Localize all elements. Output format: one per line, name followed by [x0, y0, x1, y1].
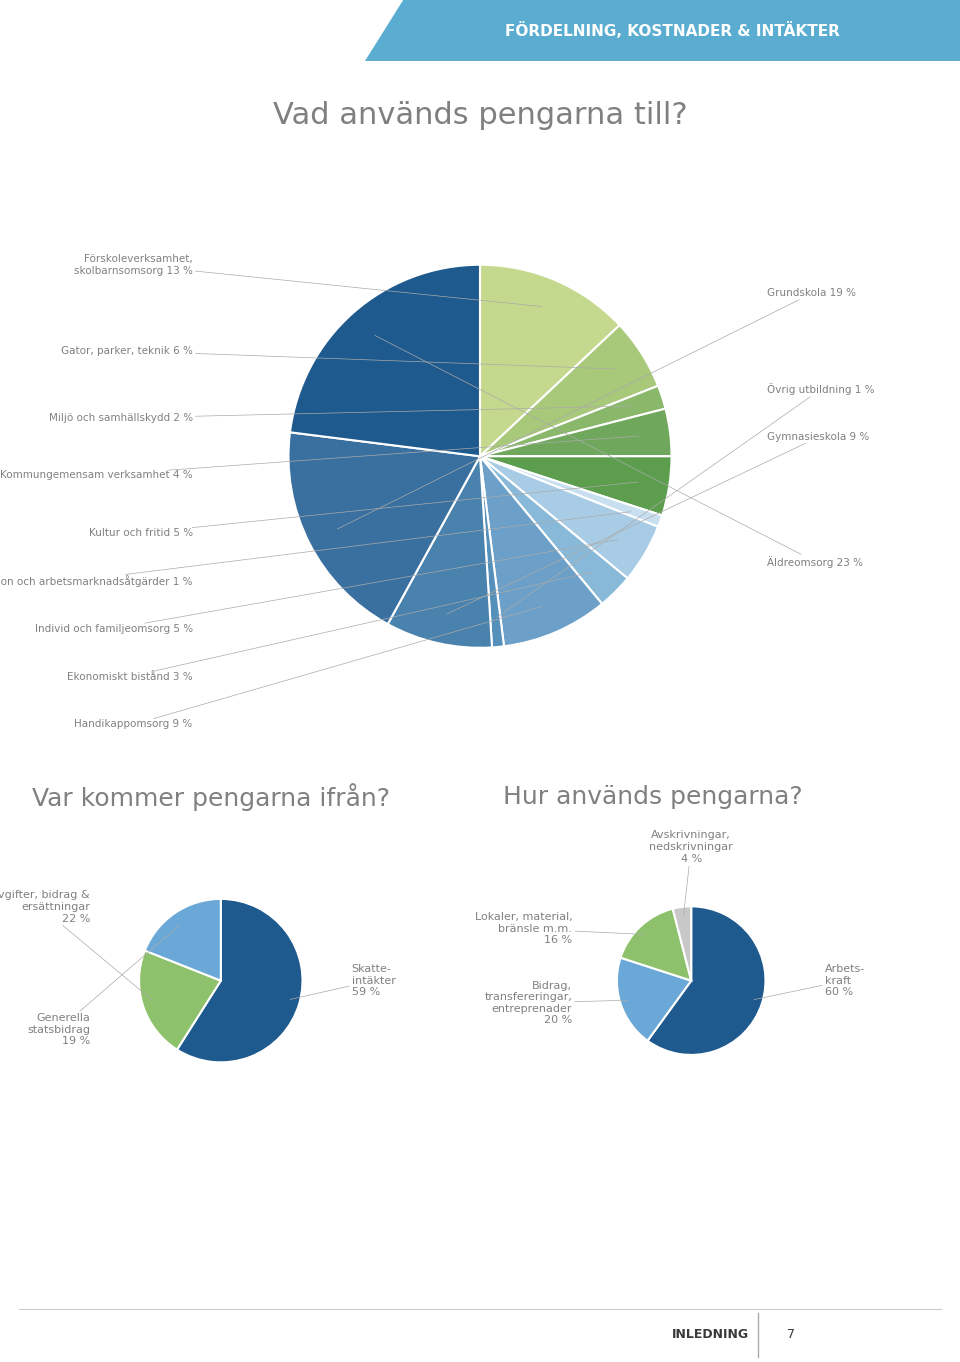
- Text: Integration och arbetsmarknadsåtgärder 1 %: Integration och arbetsmarknadsåtgärder 1…: [0, 512, 631, 587]
- Text: Kultur och fritid 5 %: Kultur och fritid 5 %: [88, 482, 638, 538]
- Text: Lokaler, material,
bränsle m.m.
16 %: Lokaler, material, bränsle m.m. 16 %: [474, 913, 645, 945]
- Text: Individ och familjeomsorg 5 %: Individ och familjeomsorg 5 %: [35, 539, 617, 633]
- Text: Förskoleverksamhet,
skolbarnsomsorg 13 %: Förskoleverksamhet, skolbarnsomsorg 13 %: [74, 253, 541, 306]
- Wedge shape: [648, 906, 765, 1056]
- Text: 7: 7: [787, 1328, 795, 1342]
- Text: Gator, parker, teknik 6 %: Gator, parker, teknik 6 %: [60, 346, 614, 369]
- Text: Generella
statsbidrag
19 %: Generella statsbidrag 19 %: [27, 925, 180, 1046]
- Wedge shape: [480, 456, 659, 579]
- Wedge shape: [139, 951, 221, 1050]
- Text: INLEDNING: INLEDNING: [672, 1328, 749, 1342]
- Text: Handikappomsorg 9 %: Handikappomsorg 9 %: [75, 606, 542, 730]
- Wedge shape: [480, 456, 628, 603]
- Text: Skatte-
intäkter
59 %: Skatte- intäkter 59 %: [290, 964, 396, 1000]
- Wedge shape: [673, 906, 691, 981]
- Polygon shape: [365, 0, 960, 61]
- Wedge shape: [480, 409, 672, 456]
- Wedge shape: [480, 456, 662, 527]
- Text: Kommungemensam verksamhet 4 %: Kommungemensam verksamhet 4 %: [0, 436, 638, 481]
- Text: Ekonomiskt bistånd 3 %: Ekonomiskt bistånd 3 %: [67, 572, 592, 681]
- Text: Arbets-
kraft
60 %: Arbets- kraft 60 %: [754, 964, 865, 1000]
- Text: Avgifter, bidrag &
ersättningar
22 %: Avgifter, bidrag & ersättningar 22 %: [0, 891, 153, 1000]
- Wedge shape: [388, 456, 492, 648]
- Text: Var kommer pengarna ifrån?: Var kommer pengarna ifrån?: [33, 783, 390, 810]
- Wedge shape: [480, 456, 602, 647]
- Wedge shape: [617, 957, 691, 1041]
- Wedge shape: [480, 326, 659, 456]
- Wedge shape: [480, 264, 619, 456]
- Wedge shape: [480, 456, 504, 647]
- Wedge shape: [290, 264, 480, 456]
- Text: Vad används pengarna till?: Vad används pengarna till?: [273, 101, 687, 131]
- Wedge shape: [480, 456, 672, 515]
- Wedge shape: [480, 385, 665, 456]
- Text: Äldreomsorg 23 %: Äldreomsorg 23 %: [374, 335, 863, 568]
- Wedge shape: [145, 899, 221, 981]
- Text: Miljö och samhällskydd 2 %: Miljö och samhällskydd 2 %: [49, 406, 632, 424]
- Wedge shape: [620, 908, 691, 981]
- Text: Bidrag,
transfereringar,
entreprenader
20 %: Bidrag, transfereringar, entreprenader 2…: [485, 981, 629, 1026]
- Text: FÖRDELNING, KOSTNADER & INTÄKTER: FÖRDELNING, KOSTNADER & INTÄKTER: [505, 22, 839, 39]
- Text: Övrig utbildning 1 %: Övrig utbildning 1 %: [497, 383, 875, 617]
- Text: Hur används pengarna?: Hur används pengarna?: [503, 785, 803, 809]
- Wedge shape: [177, 899, 302, 1062]
- Text: Gymnasieskola 9 %: Gymnasieskola 9 %: [447, 432, 870, 614]
- Text: Avskrivningar,
nedskrivningar
4 %: Avskrivningar, nedskrivningar 4 %: [649, 831, 733, 915]
- Wedge shape: [288, 432, 480, 624]
- Text: Grundskola 19 %: Grundskola 19 %: [337, 289, 856, 528]
